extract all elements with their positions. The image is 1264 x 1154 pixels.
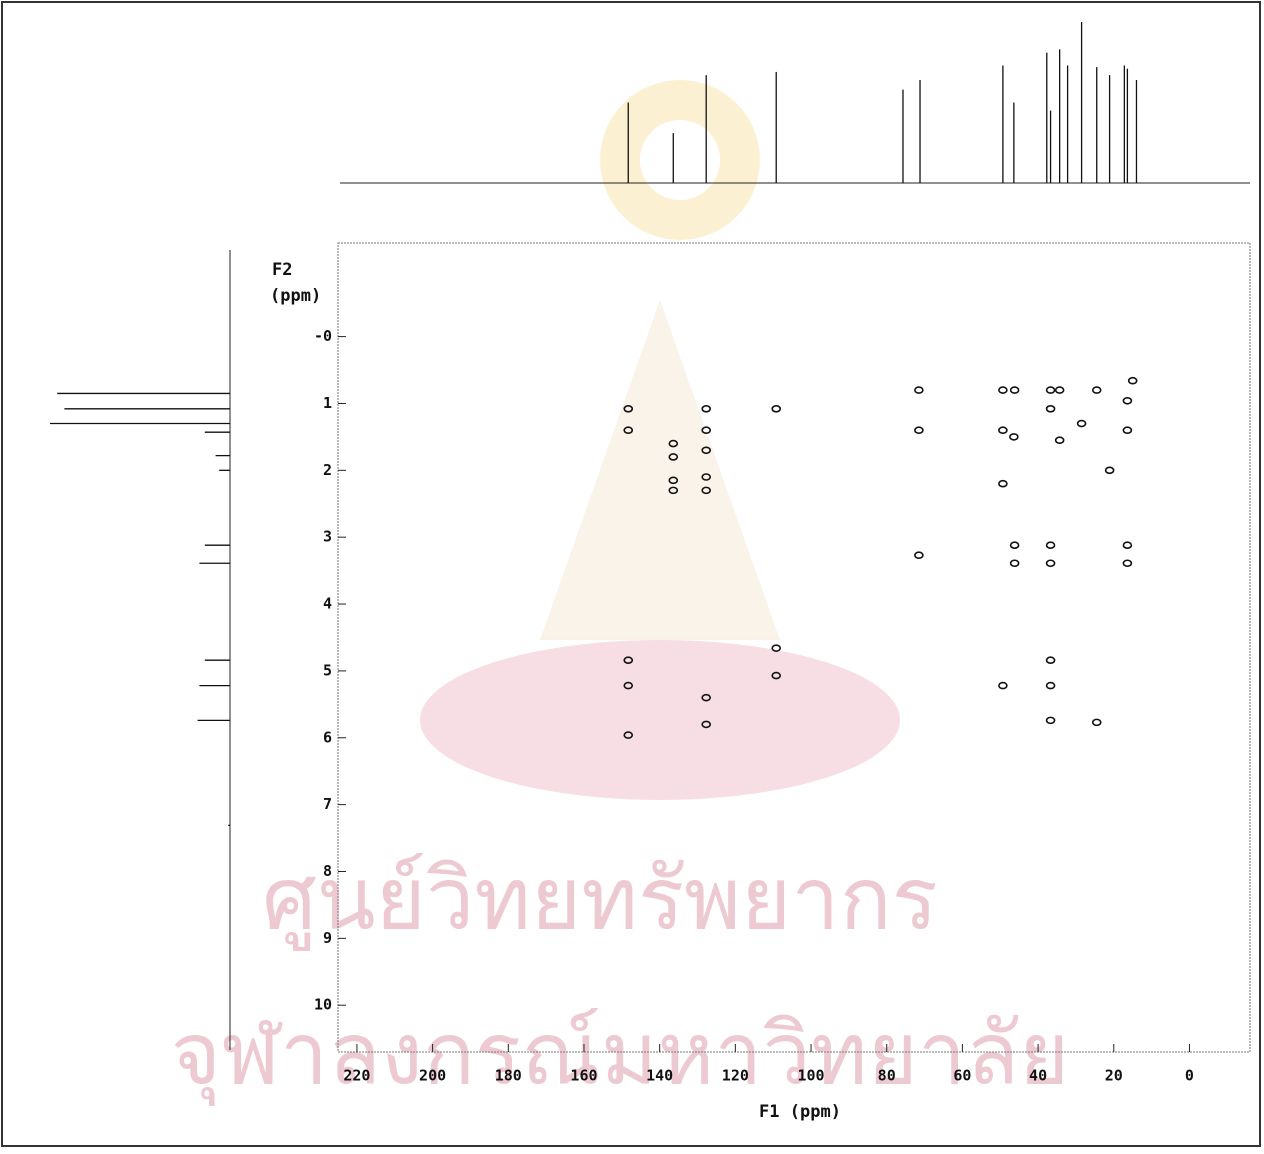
x-tick-label: 0 [1185,1067,1194,1085]
cross-peak [1009,433,1019,441]
cross-peak [701,405,712,413]
cross-peak [914,551,924,560]
x-tick-label: 80 [878,1067,896,1085]
cross-peak [1045,716,1056,725]
cross-peak [1091,386,1102,394]
watermark-text: จุฬาลงกรณ์มหาวิทยาลัย [171,1004,1070,1106]
cross-peak [668,453,679,461]
cross-peak [668,486,679,495]
watermark-emblem [420,80,900,800]
cross-peak [1122,541,1133,550]
cross-peak [701,720,712,729]
cross-peak [1076,419,1087,428]
cross-peak [668,439,679,448]
y-axis-title: F2 [272,260,292,280]
cross-peak [701,486,712,495]
plot-frame [337,242,1251,1053]
x-axis-title: F1 (ppm) [759,1102,841,1122]
cross-peak [623,426,634,435]
cross-peak [623,731,634,739]
x-tick-label: 120 [722,1067,749,1085]
cross-peak [1054,386,1065,394]
cross-peak [1045,681,1056,690]
cross-peak [771,644,782,652]
cross-peak [771,671,782,680]
cross-peak [623,405,634,413]
x-tick-label: 100 [797,1067,824,1085]
x-tick-label: 40 [1029,1067,1047,1085]
x-tick-label: 160 [570,1067,597,1085]
cross-peak [1091,718,1102,727]
cross-peak [668,476,679,485]
y-tick-label: 2 [323,461,332,479]
y-tick-label: 5 [323,661,332,679]
cross-peak [1122,559,1133,568]
cross-peak [998,426,1008,435]
cross-peak [998,479,1008,488]
cross-peak [1122,426,1133,435]
cross-peak [1045,405,1056,413]
cross-peak [1104,466,1115,475]
y-tick-label: -0 [314,327,332,345]
y-tick-label: 9 [323,929,332,947]
x-tick-label: 220 [343,1067,370,1085]
cross-peak [701,473,712,481]
cross-peak [1045,541,1056,550]
y-tick-label: 10 [314,996,332,1014]
cross-peak [1127,376,1138,385]
cross-peak [914,426,924,435]
x-tick-label: 20 [1105,1067,1123,1085]
cross-peak [701,426,712,435]
y-tick-label: 7 [323,795,332,813]
cross-peak [1009,541,1020,550]
x-tick-label: 140 [646,1067,673,1085]
y-tick-label: 3 [323,528,332,546]
cross-peak [1009,386,1020,394]
y-tick-label: 4 [323,595,332,613]
cross-peak [1122,396,1133,405]
cross-peak [701,446,712,455]
cross-peak [623,656,634,665]
cross-peak [1045,386,1056,394]
watermark-text: ศูนย์วิทยทรัพยากร [262,849,938,951]
cross-peak [1045,656,1056,665]
cross-peak [914,386,924,394]
cross-peak [771,405,782,413]
cross-peak [1045,559,1056,568]
y-axis-title: (ppm) [270,286,321,306]
y-tick-label: 1 [323,394,332,412]
cross-peak [701,693,712,702]
y-tick-label: 6 [323,728,332,746]
y-tick-label: 8 [323,862,332,880]
cross-peak [998,386,1008,394]
cross-peak [1054,436,1065,445]
cross-peak [1009,559,1020,568]
x-tick-label: 200 [419,1067,446,1085]
x-tick-label: 60 [953,1067,971,1085]
x-tick-label: 180 [495,1067,522,1085]
cross-peak [998,681,1008,690]
cross-peak [623,681,634,690]
